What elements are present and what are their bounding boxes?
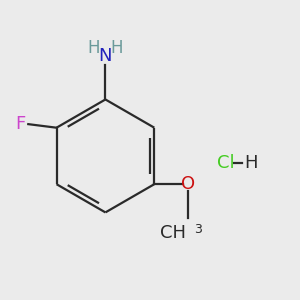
Text: H: H	[244, 154, 258, 172]
Text: CH: CH	[160, 224, 186, 242]
Text: Cl: Cl	[217, 154, 235, 172]
Text: O: O	[181, 175, 195, 193]
Text: F: F	[16, 115, 26, 133]
Text: 3: 3	[194, 223, 202, 236]
Text: H: H	[110, 39, 123, 57]
Text: H: H	[88, 39, 100, 57]
Text: N: N	[99, 47, 112, 65]
